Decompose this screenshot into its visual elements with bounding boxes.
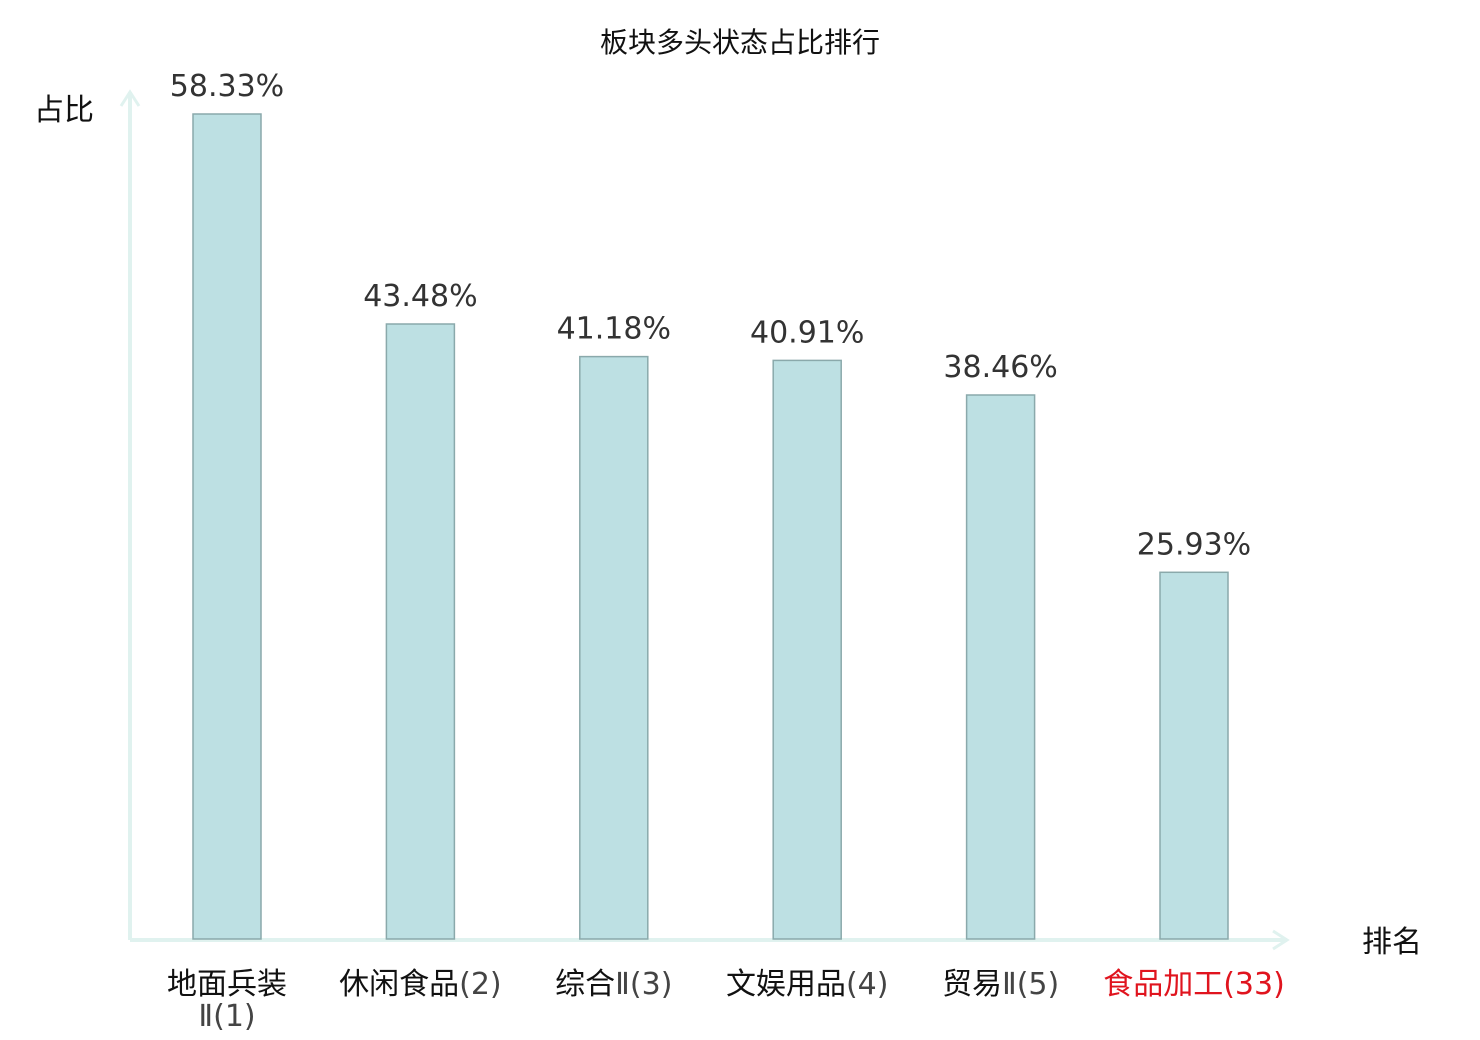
category-label-2: 休闲食品(2) xyxy=(339,967,502,1002)
y-axis-arrow-icon xyxy=(119,89,141,107)
x-axis-label: 排名 xyxy=(1362,925,1422,960)
axes xyxy=(119,89,1290,951)
bar-5 xyxy=(965,394,1036,940)
category-rank: (4) xyxy=(846,967,889,1002)
bar-2 xyxy=(385,323,456,940)
y-axis-label: 占比 xyxy=(34,93,94,128)
bars-group xyxy=(192,113,1229,940)
bar-4 xyxy=(772,359,842,940)
category-name: 休闲食品 xyxy=(339,967,459,1002)
value-label-5: 38.46% xyxy=(943,350,1057,385)
svg-text:食品加工(33): 食品加工(33) xyxy=(1103,967,1285,1002)
value-label-3: 41.18% xyxy=(557,312,671,347)
category-rank: Ⅱ(5) xyxy=(1002,967,1059,1002)
svg-text:综合Ⅱ(3): 综合Ⅱ(3) xyxy=(555,967,672,1002)
category-rank: Ⅱ(1) xyxy=(198,999,255,1034)
category-name: 贸易 xyxy=(942,967,1002,1002)
svg-text:休闲食品(2): 休闲食品(2) xyxy=(339,967,502,1002)
value-label-2: 43.48% xyxy=(363,279,477,314)
category-name: 综合 xyxy=(555,967,615,1002)
category-label-6: 食品加工(33) xyxy=(1103,967,1285,1002)
category-label-5: 贸易Ⅱ(5) xyxy=(942,967,1059,1002)
category-name: 文娱用品 xyxy=(726,967,846,1002)
svg-text:文娱用品(4): 文娱用品(4) xyxy=(726,967,889,1002)
bar-1 xyxy=(192,113,262,940)
x-axis-arrow-icon xyxy=(1272,929,1290,951)
category-label-4: 文娱用品(4) xyxy=(726,967,889,1002)
value-labels-group: 58.33% 43.48% 41.18% 40.91% 38.46% 25.93% xyxy=(170,69,1251,562)
category-name: 地面兵装 xyxy=(167,967,287,1002)
category-rank: Ⅱ(3) xyxy=(615,967,672,1002)
value-label-4: 40.91% xyxy=(750,315,864,350)
category-label-3: 综合Ⅱ(3) xyxy=(555,967,672,1002)
bar-3 xyxy=(579,355,649,940)
svg-text:贸易Ⅱ(5): 贸易Ⅱ(5) xyxy=(942,967,1059,1002)
value-label-1: 58.33% xyxy=(170,69,284,104)
bar-6 xyxy=(1159,571,1229,940)
category-rank: (2) xyxy=(459,967,502,1002)
category-rank: (33) xyxy=(1223,967,1285,1002)
category-name: 食品加工 xyxy=(1103,967,1223,1002)
value-label-6: 25.93% xyxy=(1137,527,1251,562)
chart-title: 板块多头状态占比排行 xyxy=(600,26,880,59)
